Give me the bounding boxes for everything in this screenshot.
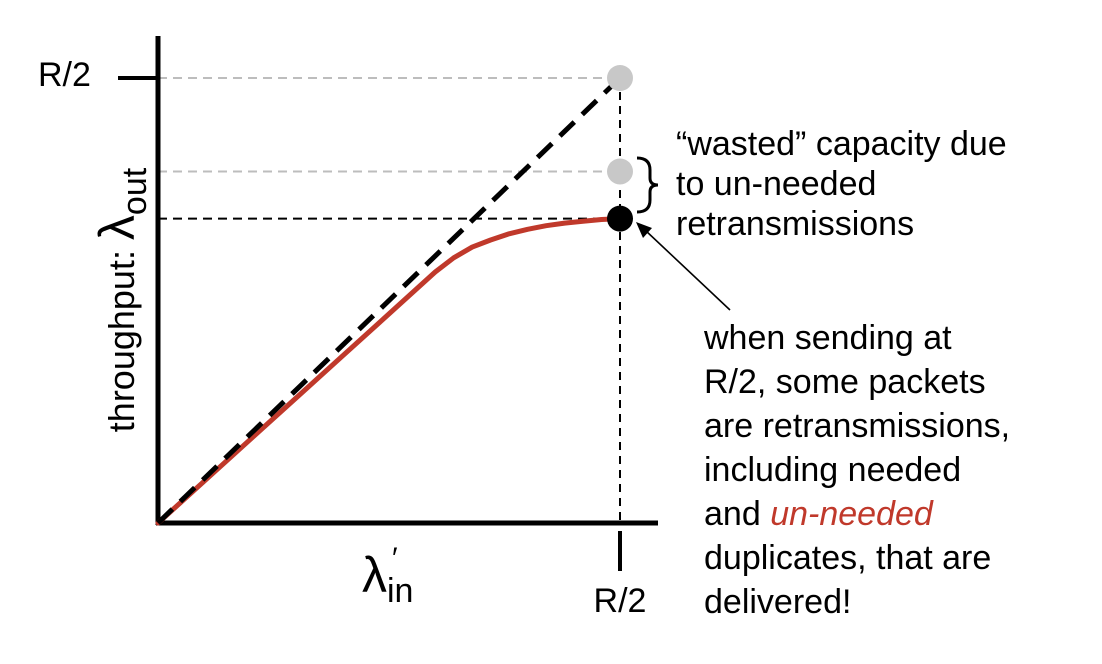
- explain-line-3: are retransmissions,: [704, 407, 1011, 445]
- wasted-bracket: [636, 156, 659, 214]
- explain-line-7: delivered!: [704, 583, 852, 621]
- explanation-annotation: when sending at R/2, some packets are re…: [704, 316, 1010, 624]
- point-wasted-level: [607, 158, 633, 185]
- point-actual-throughput: [607, 205, 633, 232]
- point-ideal-max: [607, 65, 633, 91]
- explain-line-4: including needed: [704, 451, 962, 489]
- wasted-capacity-annotation: “wasted” capacity due to un-needed retra…: [676, 124, 1007, 244]
- explain-line-1: when sending at: [704, 319, 952, 357]
- throughput-curve: [155, 216, 623, 526]
- wasted-line-2: to un-needed: [676, 165, 877, 203]
- explain-line-6: duplicates, that are: [704, 539, 992, 577]
- x-axis-label: λin: [362, 547, 413, 610]
- series: [155, 76, 623, 526]
- explain-line-5: and un-needed: [704, 492, 1010, 536]
- y-axis-label: throughput: λout: [89, 167, 154, 432]
- wasted-line-1: “wasted” capacity due: [676, 125, 1007, 163]
- axes: [118, 36, 658, 571]
- annotation-arrowhead: [636, 222, 652, 238]
- guide-lines: [158, 77, 621, 523]
- y-tick-label: R/2: [38, 56, 91, 94]
- ideal-throughput-line: [156, 76, 622, 525]
- points: [607, 65, 633, 232]
- annotation-arrow: [644, 229, 731, 311]
- x-axis-label-prime: ′: [392, 542, 398, 575]
- x-tick-label: R/2: [594, 582, 647, 620]
- un-needed-emphasis: un-needed: [770, 495, 933, 533]
- explain-line-2: R/2, some packets: [704, 363, 986, 401]
- wasted-line-3: retransmissions: [676, 205, 915, 243]
- explain-line-5-pre: and: [704, 495, 771, 533]
